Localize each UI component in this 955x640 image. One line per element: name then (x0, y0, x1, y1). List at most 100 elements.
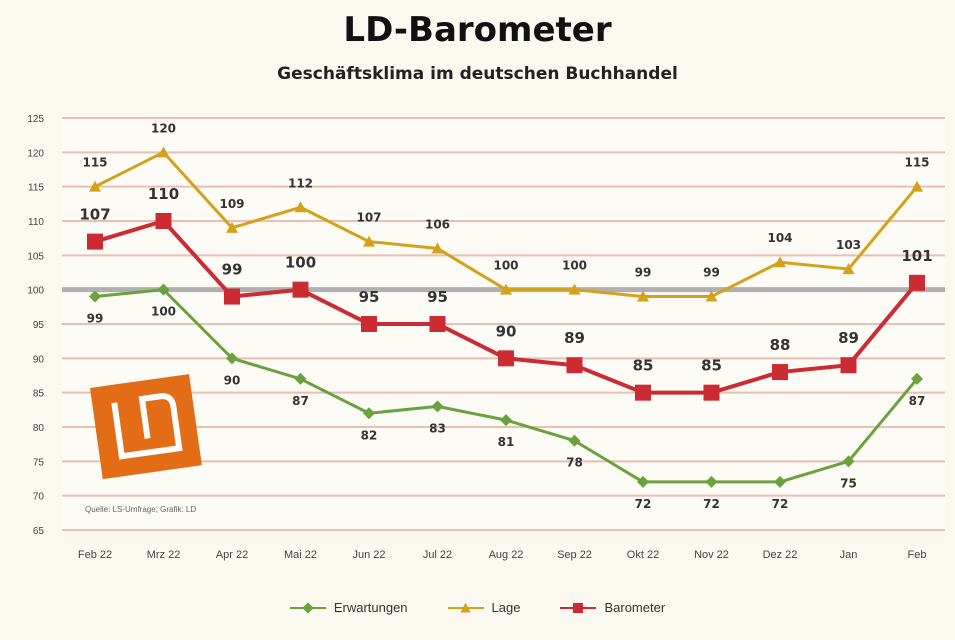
legend-item-lage: Lage (447, 600, 521, 615)
data-point-lage (226, 221, 238, 233)
chart-legend: Erwartungen Lage Barometer (0, 600, 955, 615)
x-tick-label: Mrz 22 (147, 549, 181, 561)
data-label-lage: 104 (767, 231, 792, 245)
data-point-erwartungen (226, 352, 238, 365)
data-label-barometer: 100 (285, 254, 316, 272)
x-tick-label: Mai 22 (284, 549, 317, 561)
chart-title: LD-Barometer (343, 10, 612, 50)
data-label-barometer: 95 (427, 288, 448, 306)
data-label-barometer: 107 (79, 206, 110, 224)
data-point-erwartungen (500, 414, 512, 427)
data-label-lage: 100 (493, 259, 518, 273)
data-label-erwartungen: 72 (635, 497, 652, 511)
data-point-barometer (498, 350, 514, 367)
data-label-erwartungen: 72 (703, 497, 720, 511)
y-tick-label: 120 (27, 148, 44, 159)
data-point-erwartungen (637, 475, 649, 488)
data-label-barometer: 85 (633, 357, 654, 375)
data-point-barometer (361, 316, 377, 332)
data-label-barometer: 89 (564, 329, 585, 347)
y-tick-label: 95 (33, 320, 45, 331)
data-point-lage (500, 283, 512, 295)
data-label-lage: 99 (635, 266, 652, 280)
x-tick-label: Feb 22 (78, 549, 112, 561)
y-tick-label: 85 (33, 389, 45, 400)
data-point-barometer (840, 357, 857, 374)
data-point-lage (431, 242, 444, 254)
y-tick-label: 80 (33, 423, 45, 434)
data-label-barometer: 101 (901, 247, 932, 265)
data-label-lage: 112 (288, 176, 313, 190)
data-label-lage: 103 (836, 238, 861, 252)
y-tick-label: 110 (28, 217, 44, 228)
data-point-lage (842, 263, 855, 275)
legend-label-erwartungen: Erwartungen (333, 600, 408, 615)
data-label-erwartungen: 87 (292, 394, 309, 408)
data-label-barometer: 89 (838, 329, 859, 347)
x-tick-label: Jan (840, 549, 858, 561)
data-point-erwartungen (568, 434, 581, 447)
data-label-barometer: 85 (701, 357, 722, 375)
data-point-lage (568, 283, 581, 295)
data-point-barometer (155, 213, 172, 229)
data-point-lage (774, 256, 786, 268)
data-label-erwartungen: 90 (224, 373, 241, 387)
data-label-erwartungen: 82 (361, 428, 378, 442)
x-tick-label: Jun 22 (352, 549, 385, 561)
chart-subtitle: Geschäftsklima im deutschen Buchhandel (277, 64, 678, 84)
x-tick-label: Okt 22 (627, 549, 659, 561)
data-label-erwartungen: 87 (909, 394, 926, 408)
data-point-barometer (87, 233, 103, 250)
data-point-erwartungen (842, 455, 855, 468)
x-tick-label: Feb (908, 549, 927, 561)
legend-label-lage: Lage (491, 600, 521, 615)
data-point-erwartungen (774, 475, 786, 488)
legend-item-barometer: Barometer (560, 600, 665, 615)
data-label-lage: 100 (562, 259, 587, 273)
legend-item-erwartungen: Erwartungen (289, 600, 408, 615)
data-point-erwartungen (911, 372, 923, 385)
data-point-erwartungen (705, 475, 718, 488)
data-label-erwartungen: 99 (87, 312, 104, 326)
data-label-erwartungen: 78 (566, 456, 583, 470)
data-label-lage: 107 (356, 211, 381, 225)
y-tick-label: 105 (27, 251, 44, 262)
data-label-erwartungen: 75 (840, 476, 857, 490)
x-tick-label: Jul 22 (423, 549, 452, 561)
legend-swatch-barometer (560, 601, 597, 615)
data-point-barometer (292, 281, 309, 298)
data-point-erwartungen (431, 400, 444, 413)
line-chart: 65 70 75 80 85 90 95 100 105 110 115 120 125 Quelle: … (27, 114, 945, 561)
data-point-erwartungen (157, 283, 170, 296)
data-label-lage: 115 (82, 156, 107, 170)
x-tick-label: Nov 22 (694, 549, 729, 561)
data-point-lage (705, 290, 718, 302)
x-tick-label: Dez 22 (763, 549, 798, 561)
data-label-barometer: 95 (359, 288, 380, 306)
data-point-lage (363, 235, 375, 247)
y-tick-label: 115 (28, 183, 44, 194)
y-tick-label: 70 (33, 492, 45, 503)
data-point-lage (637, 290, 649, 302)
data-point-lage (911, 180, 923, 192)
data-label-lage: 120 (151, 121, 176, 135)
legend-swatch-erwartungen (289, 601, 326, 615)
y-tick-label: 125 (27, 114, 44, 125)
data-label-erwartungen: 81 (498, 435, 515, 449)
y-tick-label: 65 (33, 526, 45, 537)
y-tick-label: 100 (27, 286, 44, 297)
y-tick-label: 75 (33, 457, 45, 468)
data-label-barometer: 110 (148, 185, 179, 203)
data-point-erwartungen (89, 290, 101, 303)
data-label-erwartungen: 72 (772, 497, 789, 511)
data-point-barometer (635, 384, 651, 401)
data-label-barometer: 88 (770, 336, 791, 354)
x-tick-label: Aug 22 (489, 549, 524, 561)
data-point-erwartungen (294, 372, 307, 385)
data-point-barometer (703, 384, 720, 401)
legend-swatch-lage (447, 601, 484, 615)
data-point-barometer (429, 316, 446, 332)
data-point-barometer (772, 364, 788, 381)
data-point-lage (157, 146, 170, 158)
data-label-barometer: 99 (222, 261, 243, 279)
